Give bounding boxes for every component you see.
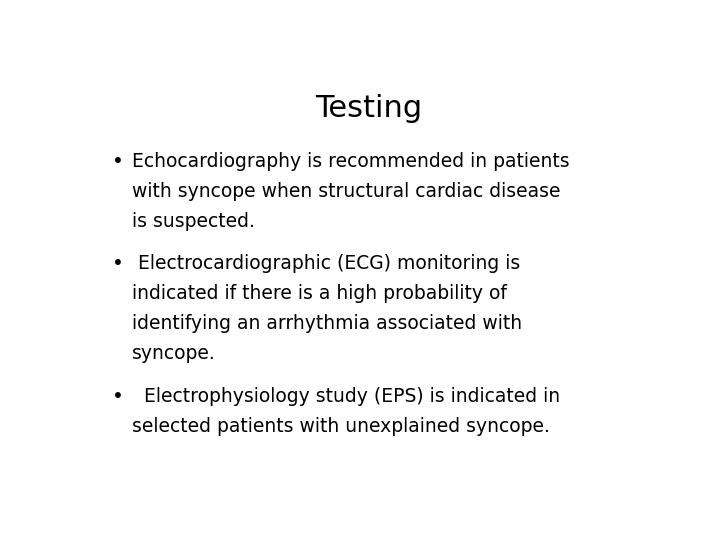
Text: syncope.: syncope. — [132, 344, 215, 363]
Text: Electrocardiographic (ECG) monitoring is: Electrocardiographic (ECG) monitoring is — [132, 254, 520, 273]
Text: with syncope when structural cardiac disease: with syncope when structural cardiac dis… — [132, 182, 560, 201]
Text: Electrophysiology study (EPS) is indicated in: Electrophysiology study (EPS) is indicat… — [132, 387, 560, 406]
Text: Echocardiography is recommended in patients: Echocardiography is recommended in patie… — [132, 152, 570, 171]
Text: identifying an arrhythmia associated with: identifying an arrhythmia associated wit… — [132, 314, 522, 333]
Text: indicated if there is a high probability of: indicated if there is a high probability… — [132, 285, 507, 303]
Text: selected patients with unexplained syncope.: selected patients with unexplained synco… — [132, 416, 550, 436]
Text: Testing: Testing — [315, 94, 423, 123]
Text: •: • — [112, 387, 124, 406]
Text: •: • — [112, 254, 124, 273]
Text: is suspected.: is suspected. — [132, 212, 255, 231]
Text: •: • — [112, 152, 124, 171]
